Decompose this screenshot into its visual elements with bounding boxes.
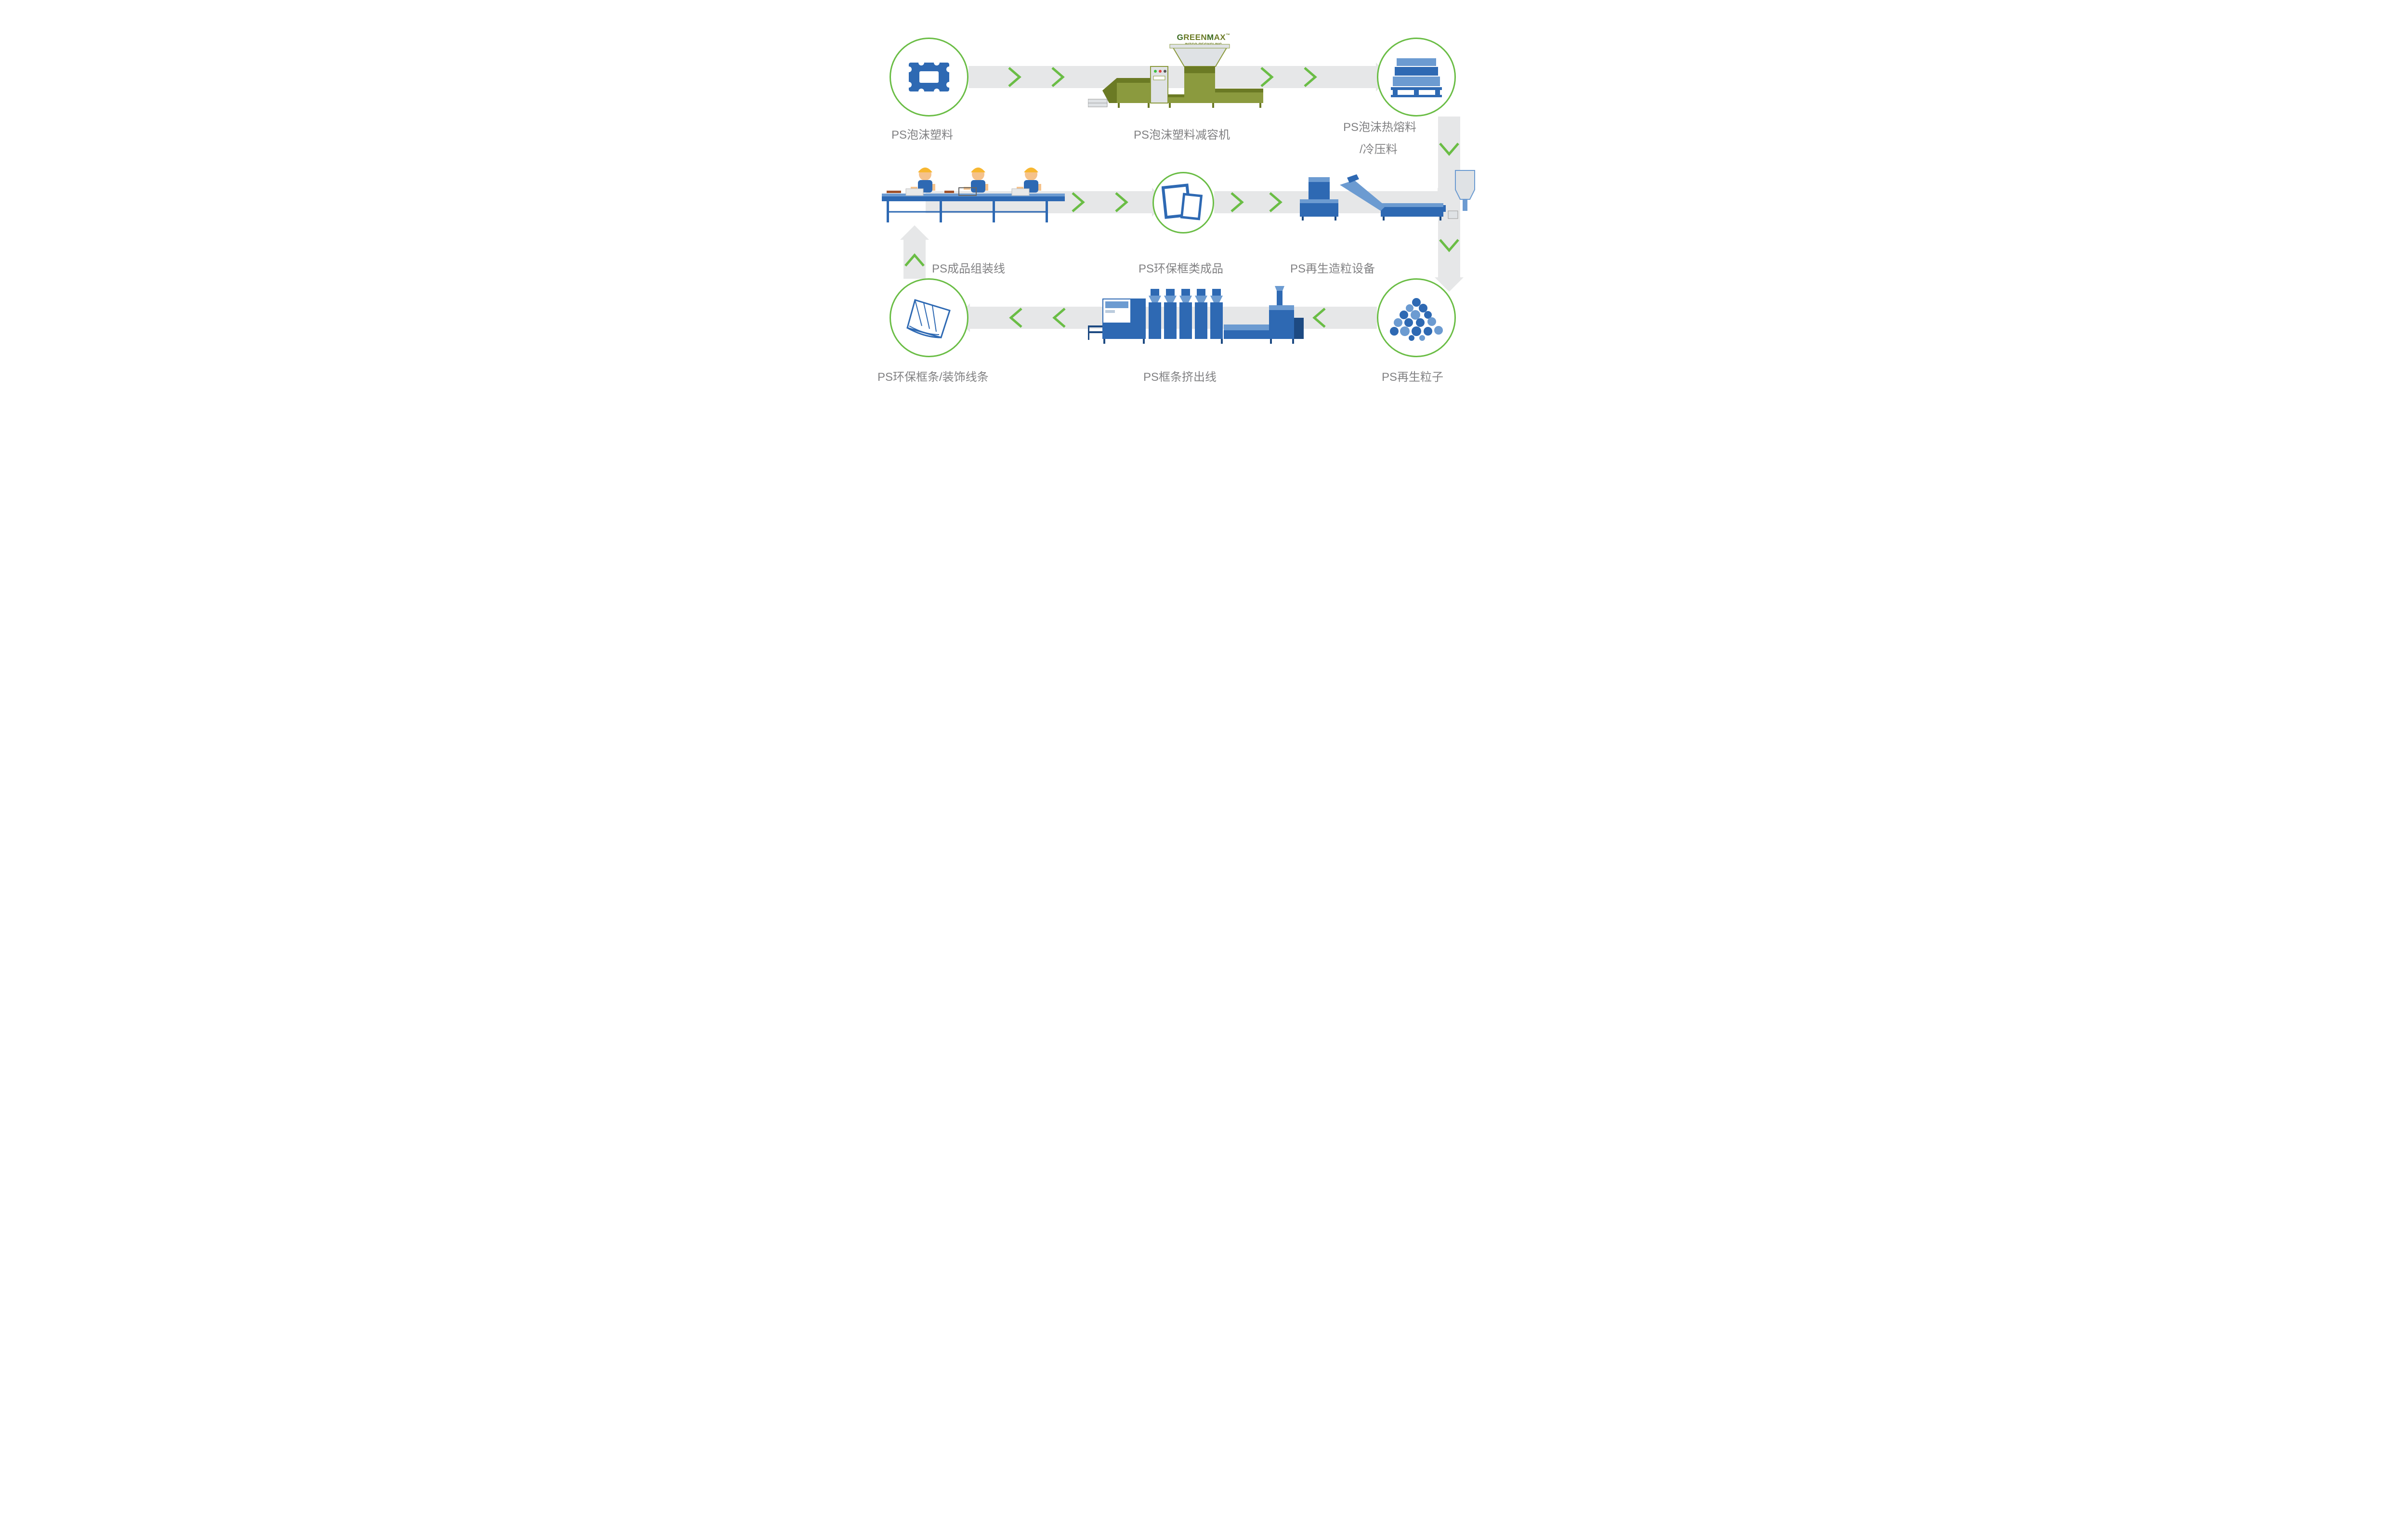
- node-label: PS泡沫塑料减容机: [1134, 125, 1230, 142]
- chevron-icon: [1228, 191, 1247, 213]
- arrow-head: [900, 225, 929, 240]
- node-label-sub: /冷压料: [1360, 140, 1398, 156]
- chevron-icon: [1006, 307, 1025, 329]
- pallet-blocks-icon: [1390, 55, 1443, 99]
- node-label: PS再生造粒设备: [1290, 259, 1375, 276]
- pellets-icon: [1387, 294, 1445, 342]
- node-profile: [890, 278, 968, 357]
- chevron-icon: [1309, 307, 1329, 329]
- node-pellets: [1377, 278, 1456, 357]
- assembly-line-icon: [882, 160, 1065, 227]
- compactor-machine-icon: [1088, 42, 1266, 110]
- chevron-icon: [1069, 191, 1088, 213]
- chevron-icon: [1301, 66, 1320, 88]
- frames-icon: [1162, 183, 1205, 222]
- node-label: PS泡沫热熔料: [1343, 117, 1416, 134]
- chevron-icon: [1438, 236, 1460, 255]
- node-pallet: [1377, 38, 1456, 117]
- foam-block-icon: [905, 59, 953, 95]
- flow-diagram: GGREENMAXREENMAX™ INTCO RECYCLING: [847, 0, 1561, 394]
- node-label: PS环保框条/装饰线条: [877, 367, 989, 384]
- node-frames: [1152, 172, 1214, 234]
- chevron-icon: [1112, 191, 1131, 213]
- node-foam: [890, 38, 968, 117]
- node-label: PS泡沫塑料: [891, 125, 953, 142]
- granulator-icon: [1289, 166, 1477, 223]
- node-label: PS再生粒子: [1382, 367, 1443, 384]
- chevron-icon: [1005, 66, 1024, 88]
- node-label: PS成品组装线: [932, 259, 1005, 276]
- chevron-icon: [903, 250, 926, 270]
- chevron-icon: [1048, 66, 1068, 88]
- chevron-icon: [1438, 140, 1460, 159]
- chevron-icon: [1266, 191, 1285, 213]
- node-label: PS框条挤出线: [1143, 367, 1217, 384]
- node-label: PS环保框类成品: [1139, 259, 1223, 276]
- profile-strip-icon: [903, 296, 955, 339]
- extrusion-line-icon: [1088, 281, 1305, 349]
- chevron-icon: [1049, 307, 1069, 329]
